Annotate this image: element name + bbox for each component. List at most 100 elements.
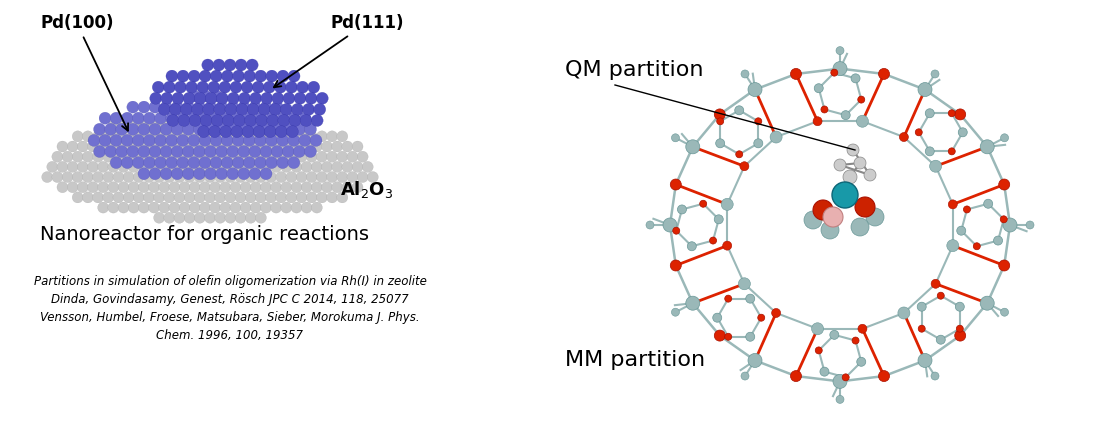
Circle shape [235, 59, 248, 71]
Circle shape [866, 208, 884, 226]
Circle shape [299, 112, 311, 124]
Circle shape [149, 168, 161, 180]
Circle shape [149, 123, 161, 135]
Circle shape [916, 129, 922, 136]
Circle shape [192, 103, 203, 115]
Circle shape [790, 68, 801, 80]
Circle shape [322, 182, 333, 193]
Circle shape [103, 192, 113, 203]
Circle shape [194, 151, 205, 162]
Circle shape [259, 103, 270, 115]
Circle shape [153, 172, 164, 183]
Circle shape [303, 103, 314, 115]
Circle shape [82, 131, 93, 142]
Circle shape [166, 70, 178, 82]
Circle shape [179, 141, 190, 152]
Circle shape [159, 121, 170, 132]
Circle shape [265, 157, 278, 169]
Circle shape [301, 182, 312, 193]
Circle shape [281, 182, 292, 193]
Circle shape [1000, 308, 1009, 316]
Circle shape [301, 121, 312, 132]
Circle shape [226, 168, 239, 180]
Circle shape [852, 337, 859, 344]
Circle shape [236, 103, 248, 115]
Circle shape [841, 111, 850, 120]
Circle shape [301, 141, 312, 152]
Circle shape [127, 145, 139, 157]
Circle shape [230, 141, 241, 152]
Circle shape [878, 68, 889, 80]
Circle shape [864, 169, 876, 181]
Circle shape [255, 70, 266, 82]
Circle shape [272, 92, 284, 104]
Circle shape [316, 172, 327, 183]
Circle shape [199, 157, 211, 169]
Circle shape [204, 168, 216, 180]
Circle shape [225, 151, 235, 162]
Circle shape [271, 123, 283, 135]
Circle shape [286, 126, 299, 138]
Circle shape [347, 172, 357, 183]
Circle shape [823, 207, 842, 227]
Circle shape [322, 141, 333, 152]
Circle shape [311, 141, 322, 152]
Circle shape [179, 182, 190, 193]
Circle shape [159, 161, 170, 172]
Circle shape [163, 81, 175, 93]
Circle shape [265, 151, 276, 162]
Circle shape [918, 325, 926, 332]
Circle shape [209, 126, 221, 138]
Circle shape [296, 172, 307, 183]
Circle shape [110, 112, 122, 124]
Circle shape [149, 202, 160, 213]
Circle shape [169, 161, 180, 172]
Circle shape [210, 202, 221, 213]
Circle shape [123, 131, 134, 142]
Circle shape [296, 192, 307, 203]
Circle shape [57, 161, 68, 172]
Circle shape [202, 59, 214, 71]
Circle shape [723, 241, 731, 250]
Circle shape [278, 70, 289, 82]
Circle shape [813, 200, 832, 220]
Circle shape [898, 307, 910, 319]
Circle shape [178, 70, 189, 82]
Circle shape [149, 121, 160, 132]
Circle shape [92, 151, 103, 162]
Circle shape [741, 372, 749, 380]
Circle shape [160, 101, 172, 113]
Circle shape [121, 112, 133, 124]
Circle shape [741, 70, 749, 78]
Circle shape [214, 131, 225, 142]
Circle shape [854, 157, 866, 169]
Circle shape [113, 192, 124, 203]
Circle shape [153, 212, 164, 223]
Circle shape [265, 131, 276, 142]
Circle shape [342, 182, 353, 193]
Circle shape [143, 172, 154, 183]
Circle shape [770, 131, 783, 143]
Circle shape [832, 182, 858, 208]
Circle shape [314, 103, 325, 115]
Circle shape [245, 192, 256, 203]
Text: Al$_2$O$_3$: Al$_2$O$_3$ [340, 179, 393, 200]
Circle shape [199, 135, 211, 146]
Circle shape [193, 123, 205, 135]
Circle shape [143, 157, 155, 169]
Circle shape [67, 141, 78, 152]
Circle shape [133, 151, 144, 162]
Circle shape [235, 151, 246, 162]
Circle shape [138, 101, 150, 113]
Circle shape [243, 135, 255, 146]
Circle shape [62, 172, 73, 183]
Circle shape [133, 172, 144, 183]
Circle shape [245, 131, 256, 142]
Circle shape [300, 114, 312, 126]
Circle shape [367, 172, 379, 183]
Circle shape [230, 81, 242, 93]
Circle shape [174, 131, 185, 142]
Circle shape [973, 243, 980, 250]
Circle shape [88, 141, 99, 152]
Circle shape [847, 144, 859, 156]
